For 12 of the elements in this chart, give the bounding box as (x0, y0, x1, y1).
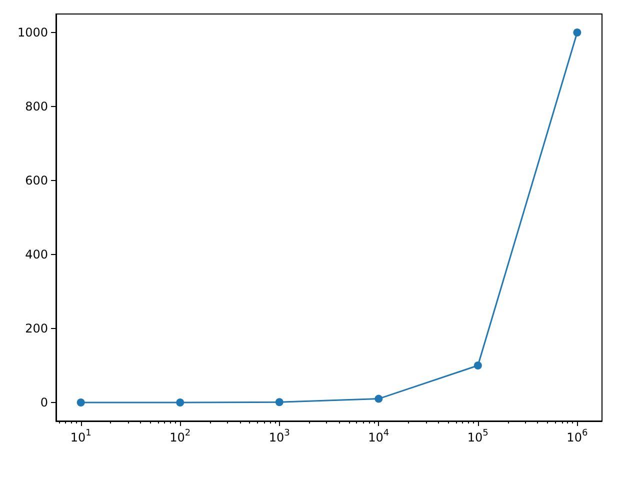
point (275, 398, 284, 406)
point (474, 362, 482, 370)
y-tick-label: 800 (25, 100, 48, 114)
y-tick-label: 400 (25, 248, 48, 262)
y-tick-label: 200 (25, 322, 48, 336)
point (573, 28, 582, 36)
point (176, 398, 184, 406)
y-tick-label: 0 (40, 396, 48, 410)
y-tick-label: 1000 (17, 26, 48, 40)
point (374, 394, 383, 403)
y-tick-label: 600 (25, 174, 48, 188)
point (76, 398, 85, 406)
